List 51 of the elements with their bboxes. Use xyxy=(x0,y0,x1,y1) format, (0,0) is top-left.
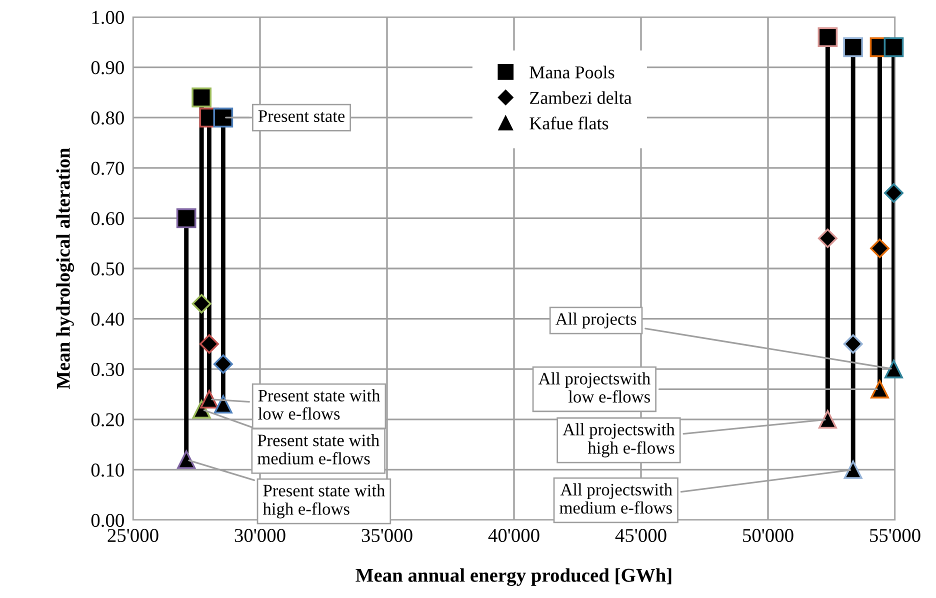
point xyxy=(199,334,219,354)
x-tick-label: 30'000 xyxy=(234,528,286,542)
point xyxy=(177,450,196,469)
x-tick-label: 40'000 xyxy=(488,528,540,542)
point xyxy=(884,360,903,378)
point xyxy=(192,294,212,314)
y-tick-label: 0.10 xyxy=(91,464,124,477)
y-tick-label: 0.60 xyxy=(91,212,124,226)
x-tick-label: 25'000 xyxy=(108,528,158,542)
point xyxy=(870,238,890,258)
legend-label: Kafue flats xyxy=(530,116,608,130)
point xyxy=(884,37,904,58)
annotation: All projectswith high e-flows xyxy=(562,423,675,458)
legend-label: Mana Pools xyxy=(530,66,614,78)
legend-label: Zambezi delta xyxy=(530,91,632,104)
point xyxy=(213,108,234,128)
annotation: Present state with low e-flows xyxy=(258,389,380,420)
point xyxy=(214,395,232,414)
annotation: Present state with medium e-flows xyxy=(258,434,380,464)
point xyxy=(844,460,862,479)
point xyxy=(843,37,864,58)
annotation: All projects xyxy=(555,312,636,328)
x-tick-label: 35'000 xyxy=(362,528,412,542)
y-tick-label: 0.80 xyxy=(91,111,124,125)
point xyxy=(818,27,838,48)
y-tick-label: 0.00 xyxy=(91,514,124,528)
y-axis-title: Mean hydrological alteration xyxy=(56,148,74,389)
point xyxy=(843,334,863,354)
point xyxy=(884,183,904,203)
y-tick-label: 1.00 xyxy=(92,10,124,24)
point xyxy=(870,380,889,398)
y-tick-label: 0.20 xyxy=(91,413,124,426)
point xyxy=(213,354,233,374)
annotation: All projectswith medium e-flows xyxy=(560,483,672,514)
annotation: All projectswith low e-flows xyxy=(538,372,650,403)
x-tick-label: 45'000 xyxy=(615,528,666,542)
annotation: Present state xyxy=(258,110,345,122)
point xyxy=(818,410,837,429)
point xyxy=(176,208,196,228)
y-tick-label: 0.40 xyxy=(91,312,124,326)
y-tick-label: 0.50 xyxy=(91,262,124,276)
point xyxy=(192,88,212,108)
x-tick-label: 50'000 xyxy=(743,528,794,542)
point xyxy=(200,390,218,409)
x-axis-title: Mean annual energy produced [GWh] xyxy=(356,568,672,586)
y-tick-label: 0.70 xyxy=(91,162,124,175)
point xyxy=(818,228,838,248)
y-tick-label: 0.90 xyxy=(91,61,124,74)
y-tick-label: 0.30 xyxy=(91,362,124,376)
x-tick-label: 55'000 xyxy=(870,528,920,542)
annotation: Present state with high e-flows xyxy=(262,484,385,518)
